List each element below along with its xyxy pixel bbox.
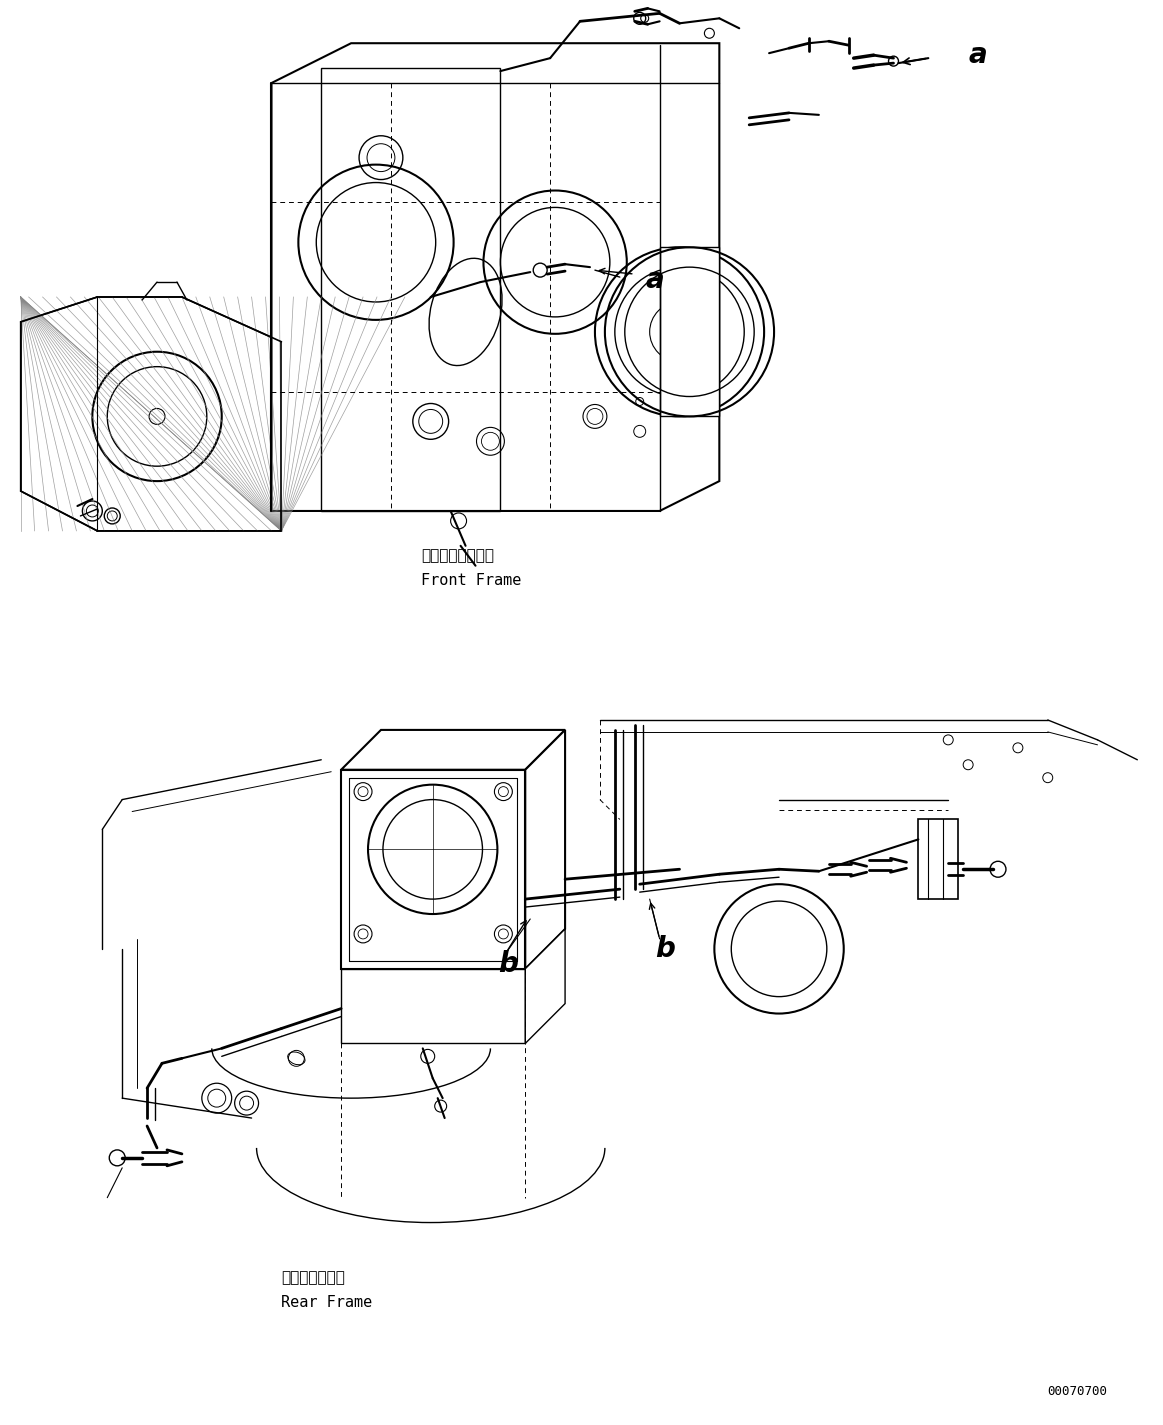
- Circle shape: [636, 398, 643, 406]
- Text: リヤーフレーム: リヤーフレーム: [281, 1270, 345, 1285]
- Polygon shape: [341, 969, 526, 1043]
- Text: フロントフレーム: フロントフレーム: [421, 549, 494, 563]
- Polygon shape: [526, 730, 565, 969]
- Text: Rear Frame: Rear Frame: [281, 1295, 372, 1310]
- Text: b: b: [655, 935, 675, 963]
- Text: Front Frame: Front Frame: [421, 573, 521, 589]
- Polygon shape: [341, 730, 565, 770]
- Polygon shape: [526, 929, 565, 1043]
- Polygon shape: [659, 247, 720, 416]
- Polygon shape: [21, 296, 281, 532]
- Polygon shape: [919, 819, 958, 899]
- Polygon shape: [271, 43, 720, 512]
- Text: a: a: [969, 41, 987, 70]
- Text: a: a: [645, 266, 664, 294]
- Text: 00070700: 00070700: [1048, 1385, 1107, 1398]
- Text: b: b: [499, 950, 519, 978]
- Polygon shape: [341, 770, 526, 969]
